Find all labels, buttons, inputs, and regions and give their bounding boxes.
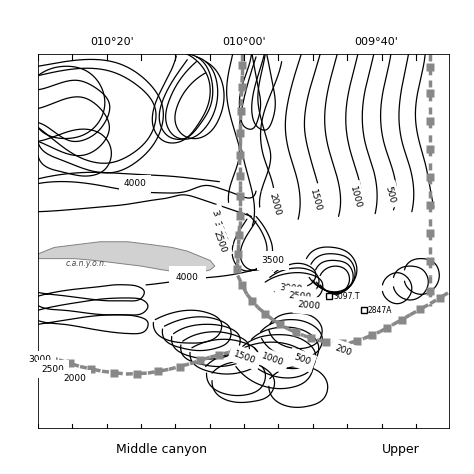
Text: 2000: 2000 [297, 300, 321, 311]
Text: 1500: 1500 [308, 188, 323, 213]
Text: 3500: 3500 [261, 256, 284, 265]
Text: 4000: 4000 [176, 273, 199, 282]
Text: 500: 500 [383, 185, 396, 204]
Text: Middle canyon: Middle canyon [116, 443, 207, 456]
Text: 3000: 3000 [28, 356, 51, 365]
Text: 010°00': 010°00' [222, 36, 266, 46]
Text: Upper: Upper [382, 443, 419, 456]
Text: 3000: 3000 [279, 283, 303, 294]
Text: 4000: 4000 [124, 179, 146, 188]
Text: 2000: 2000 [63, 374, 86, 383]
Text: 200: 200 [334, 344, 353, 358]
Text: 009°40': 009°40' [354, 36, 398, 46]
Text: 1500: 1500 [233, 349, 257, 365]
Text: 2500: 2500 [211, 229, 228, 254]
Text: 2000: 2000 [267, 192, 282, 217]
Text: 2847A: 2847A [368, 306, 392, 315]
Text: 2500: 2500 [288, 291, 312, 301]
Text: 2500: 2500 [41, 365, 64, 374]
Text: 500: 500 [292, 353, 311, 367]
Text: 010°20': 010°20' [90, 36, 134, 46]
Polygon shape [38, 242, 215, 273]
Text: 3097.T: 3097.T [333, 292, 360, 301]
Text: 1000: 1000 [260, 352, 285, 368]
Text: 3500: 3500 [210, 209, 226, 233]
Text: 1000: 1000 [347, 185, 362, 210]
Text: c.a.n.y.o.n.: c.a.n.y.o.n. [66, 259, 107, 268]
Text: 3000: 3000 [211, 220, 228, 245]
